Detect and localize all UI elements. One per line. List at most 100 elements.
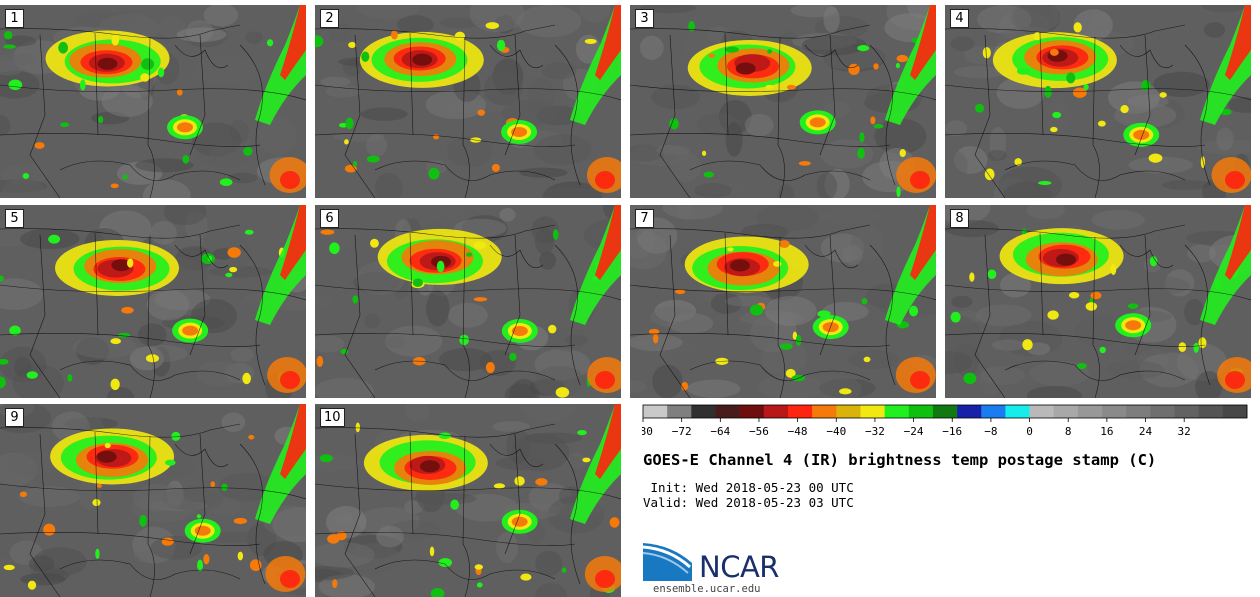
cloud-texture: [725, 121, 743, 157]
storm-cell: [1127, 303, 1139, 309]
storm-cell: [249, 559, 262, 572]
storm-cell: [1149, 256, 1158, 267]
state-border: [819, 34, 836, 156]
cloud-texture: [656, 144, 690, 156]
cloud-texture: [1227, 97, 1251, 113]
storm-cell: [1099, 346, 1106, 354]
storm-cell: [366, 155, 380, 163]
storm-cell: [8, 79, 23, 91]
storm-cell: [110, 378, 120, 391]
storm-cell: [58, 41, 69, 54]
storm-cell: [669, 118, 679, 130]
storm-cell: [176, 88, 183, 96]
storm-cell: [60, 122, 70, 128]
colorbar-segment: [1077, 405, 1103, 418]
storm-cell: [229, 266, 238, 273]
storm-cell: [140, 73, 150, 82]
storm-cell: [210, 481, 216, 488]
state-border: [945, 24, 1186, 39]
colorbar-tick-label: 16: [1100, 425, 1113, 438]
ir-map-5: [0, 205, 306, 398]
cloud-texture: [987, 150, 1007, 161]
state-border: [147, 236, 155, 398]
storm-cell: [203, 554, 210, 565]
storm-cell: [19, 491, 27, 498]
cloud-texture: [221, 412, 246, 432]
cloud-texture: [1010, 5, 1060, 33]
cloud-texture: [245, 31, 264, 44]
cloud-texture: [72, 335, 138, 359]
storm-cell: [987, 269, 997, 280]
storm-cell: [511, 516, 528, 527]
cloud-texture: [820, 139, 874, 169]
colorbar-segment: [1102, 405, 1127, 418]
ir-map-7: [630, 205, 936, 398]
storm-cell: [863, 356, 871, 363]
state-border: [315, 284, 621, 301]
colorbar-tick-label: −8: [984, 425, 997, 438]
state-border: [409, 232, 414, 336]
map-panel-2: 2: [315, 5, 621, 198]
storm-cell: [110, 183, 119, 189]
storm-cell: [348, 41, 357, 49]
storm-cell: [552, 229, 559, 240]
cloud-texture: [998, 166, 1062, 198]
storm-band: [910, 205, 936, 280]
storm-cell: [419, 460, 440, 473]
state-border: [659, 34, 691, 198]
storm-cell: [798, 161, 811, 166]
cloud-texture: [176, 27, 227, 43]
state-border: [344, 234, 376, 398]
ir-map-1: [0, 5, 306, 198]
state-border: [1004, 360, 1186, 381]
state-border: [462, 236, 470, 398]
storm-cell: [141, 58, 155, 70]
storm-cell: [895, 62, 900, 69]
cloud-texture: [541, 62, 577, 80]
storm-cell: [95, 548, 100, 560]
panel-number: 2: [320, 9, 339, 28]
cloud-texture: [1153, 71, 1210, 97]
storm-cell: [237, 551, 244, 561]
storm-cell: [1120, 104, 1129, 114]
storm-cell: [511, 126, 528, 137]
ir-map-3: [630, 5, 936, 198]
cloud-texture: [724, 295, 773, 307]
storm-cell: [3, 44, 16, 49]
state-border: [1119, 244, 1174, 269]
cloud-texture: [696, 119, 721, 130]
cloud-texture: [533, 134, 592, 166]
storm-cell: [320, 229, 335, 235]
logo-url: ensemble.ucar.edu: [653, 583, 761, 595]
cloud-texture: [535, 582, 568, 597]
colorbar-segment: [957, 405, 982, 418]
panel-number: 6: [320, 209, 339, 228]
cloud-texture: [483, 71, 523, 106]
cloud-texture: [1, 178, 45, 198]
cloud-texture: [945, 315, 982, 354]
storm-cell: [111, 259, 132, 272]
storm-cell: [370, 238, 379, 248]
cloud-texture: [146, 289, 190, 321]
state-border: [59, 160, 241, 181]
storm-cell: [848, 63, 860, 76]
storm-cell: [535, 478, 548, 486]
state-border: [239, 44, 266, 186]
cloud-texture: [740, 223, 789, 241]
storm-cell: [595, 171, 615, 189]
panel-number: 5: [5, 209, 24, 228]
cloud-texture: [534, 227, 555, 255]
cloud-texture: [1201, 5, 1247, 13]
state-border: [1092, 36, 1100, 198]
storm-cell: [97, 57, 118, 70]
storm-cell: [194, 525, 211, 536]
storm-band: [280, 404, 306, 479]
storm-cell: [316, 355, 324, 367]
colorbar-tick-label: −16: [942, 425, 962, 438]
storm-cell: [353, 161, 358, 167]
state-border: [315, 224, 556, 239]
colorbar-tick-label: 24: [1139, 425, 1153, 438]
cloud-texture: [447, 302, 488, 328]
colorbar-tick-label: −40: [826, 425, 846, 438]
colorbar-segment: [1150, 405, 1175, 418]
